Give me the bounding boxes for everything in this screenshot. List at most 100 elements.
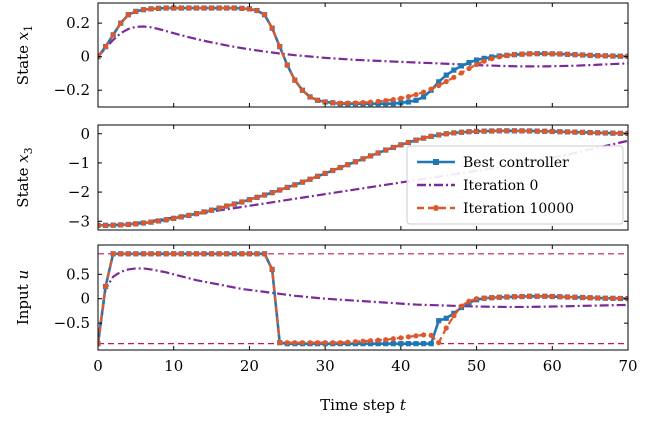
data-point — [201, 251, 207, 257]
data-point — [163, 217, 169, 223]
data-point — [496, 294, 502, 300]
data-point — [458, 129, 465, 135]
legend-label: Iteration 0 — [463, 178, 538, 194]
data-point — [436, 82, 442, 89]
data-point — [133, 8, 139, 14]
data-point — [443, 78, 449, 85]
data-point — [526, 128, 533, 134]
data-point — [413, 91, 419, 98]
data-point — [602, 295, 608, 301]
data-point — [572, 52, 578, 58]
series-line-best-controller — [98, 252, 628, 345]
data-point — [610, 53, 616, 59]
data-point — [458, 63, 465, 69]
data-point — [557, 294, 563, 300]
data-point — [383, 337, 389, 343]
legend-entry-iteration-10000: Iteration 10000 — [417, 201, 574, 217]
data-point — [557, 129, 563, 135]
data-point — [436, 318, 442, 324]
data-point — [595, 130, 601, 136]
y-tick-label: 0.5 — [66, 265, 90, 283]
data-point — [148, 219, 154, 225]
plot-frame — [97, 2, 629, 108]
data-point — [239, 251, 245, 257]
legend-label: Iteration 10000 — [463, 201, 574, 217]
data-point — [224, 5, 230, 11]
data-point — [511, 52, 518, 58]
data-point — [398, 95, 404, 101]
data-point — [163, 5, 169, 11]
data-point — [102, 44, 109, 50]
legend-entry-iteration-0: Iteration 0 — [417, 178, 538, 194]
data-point — [451, 74, 457, 80]
data-point — [345, 100, 351, 106]
data-point — [322, 99, 328, 105]
data-point — [481, 58, 487, 64]
data-point — [360, 156, 366, 162]
data-point — [155, 251, 162, 257]
data-point — [504, 294, 510, 300]
data-point — [307, 176, 313, 182]
data-point — [610, 295, 616, 301]
y-tick-label: −0.2 — [54, 81, 90, 99]
data-point — [390, 97, 396, 103]
x-axis-label: Time step t — [320, 396, 407, 414]
data-point — [352, 100, 359, 106]
series-iteration-10000 — [98, 128, 628, 228]
data-point — [246, 197, 253, 203]
data-point — [102, 283, 109, 290]
data-point — [98, 341, 101, 347]
data-point — [246, 251, 253, 257]
data-point — [231, 201, 237, 207]
y-tick-label: −3 — [68, 212, 90, 230]
y-tick-label: 0.2 — [66, 14, 90, 32]
data-point — [299, 179, 306, 185]
data-point — [140, 251, 147, 257]
data-point — [360, 100, 366, 106]
legend-label: Best controller — [463, 155, 569, 171]
data-point — [466, 65, 472, 72]
data-point — [208, 207, 215, 213]
data-point — [489, 128, 495, 134]
legend: Best controller Iteration 0 Iteration 1000… — [406, 145, 624, 225]
data-point — [617, 295, 624, 302]
data-point — [284, 340, 290, 346]
data-point — [405, 99, 412, 105]
chart-panel-x1: −0.2 0 0.2 State x1 — [14, 2, 629, 108]
data-point — [542, 51, 548, 57]
series-line-best-controller — [98, 6, 628, 105]
data-point — [595, 295, 601, 301]
data-point — [345, 339, 351, 345]
data-point — [481, 128, 487, 134]
data-point — [171, 5, 177, 11]
series-line-iteration-10000 — [98, 252, 628, 344]
data-point — [261, 251, 268, 257]
data-point — [292, 340, 298, 346]
x-tick-label: 0 — [93, 357, 103, 375]
data-point — [534, 293, 540, 299]
series-best-controller — [98, 251, 628, 347]
plot-frame — [97, 244, 629, 351]
data-point — [398, 335, 404, 341]
data-point — [367, 99, 374, 105]
data-point — [587, 52, 593, 58]
data-point — [443, 315, 449, 321]
data-point — [330, 100, 336, 106]
data-point — [201, 5, 207, 11]
y-tick-label: 0 — [80, 48, 90, 66]
data-point — [178, 5, 184, 11]
data-point — [186, 212, 192, 219]
data-point — [534, 51, 540, 57]
data-point — [352, 339, 359, 345]
data-point — [466, 59, 472, 66]
data-point — [330, 340, 336, 346]
data-point — [549, 293, 555, 300]
data-point — [481, 55, 487, 61]
data-point — [216, 5, 222, 11]
y-axis-label: State x3 — [14, 147, 35, 207]
data-point — [375, 98, 381, 105]
data-point — [617, 130, 624, 136]
data-point — [602, 53, 608, 59]
data-point — [473, 128, 480, 135]
data-point — [405, 334, 412, 340]
